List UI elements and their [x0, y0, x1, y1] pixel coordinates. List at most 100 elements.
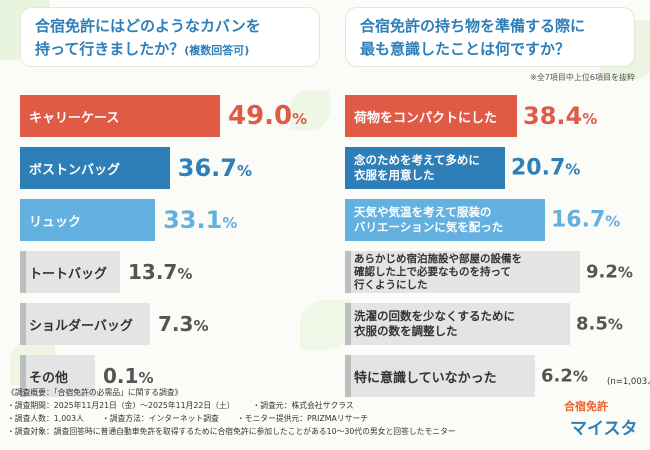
brand-logo: 合宿免許 マイスター: [560, 398, 645, 450]
bar-label-line: ショルダーバッグ: [29, 318, 133, 334]
bar-left-3: トートバッグ 13.7%: [20, 251, 192, 293]
bar-value: 6.2%: [541, 366, 588, 387]
bar-label-line: バリエーションに気を配った: [354, 220, 504, 234]
bar-value: 0.1%: [103, 364, 153, 388]
bar-label-line: 衣服の数を調整した: [354, 324, 458, 338]
overview-title: 《調査概要：「合宿免許の必需品」に関する調査》: [7, 388, 183, 397]
bar-label-line: 念のためを考えて多めに: [354, 153, 480, 167]
bar-right-0: 荷物をコンパクトにした 38.4%: [345, 95, 597, 137]
bar-value-number: 38.4: [523, 102, 583, 130]
decorative-leaf: [300, 300, 350, 350]
bar-label-line: 行くようにした: [354, 278, 428, 291]
bar-fill: [345, 355, 535, 397]
left-chart-panel: 合宿免許にはどのようなカバンを 持って行きましたか？(複数回答可) キャリーケー…: [20, 0, 320, 397]
bar-left-5: その他 0.1%: [20, 355, 153, 397]
right-question-line2: 最も意識したことは何ですか？: [360, 40, 571, 58]
bar-value: 7.3%: [158, 312, 208, 336]
bar-value-number: 13.7: [128, 260, 178, 284]
bar-right-4: 洗濯の回数を少なくするために 衣服の数を調整した 8.5%: [345, 303, 623, 345]
bar-value-unit: %: [582, 110, 598, 128]
bar-fill: [345, 199, 545, 241]
bar-label-line: キャリーケース: [29, 110, 120, 126]
bar-label-line: 天気や気温を考えて服装の: [354, 205, 492, 219]
bar-value: 38.4%: [523, 102, 597, 130]
bar-right-2: 天気や気温を考えて服装の バリエーションに気を配った 16.7%: [345, 199, 620, 241]
bar-value: 8.5%: [576, 314, 623, 335]
bar-value-number: 33.1: [163, 206, 223, 234]
bar-label-line: ボストンバッグ: [29, 162, 121, 178]
bar-value-unit: %: [292, 110, 308, 128]
bar-label-line: リュック: [29, 214, 82, 230]
bar-fill: [20, 251, 120, 293]
bar-value-number: 36.7: [177, 154, 237, 182]
overview-target: ・調査対象：調査回答時に普通自動車免許を取得するために合宿免許に参加したことがあ…: [7, 427, 456, 436]
bar-label-line: 荷物をコンパクトにした: [354, 110, 498, 126]
bar-left-1: ボストンバッグ 36.7%: [20, 147, 252, 189]
bar-value-unit: %: [138, 369, 154, 387]
bar-label-line: その他: [29, 370, 69, 386]
bar-right-1: 念のためを考えて多めに 衣服を用意した 20.7%: [345, 147, 580, 189]
bar-label: 洗濯の回数を少なくするために 衣服の数を調整した: [345, 309, 515, 339]
bar-label-line: 確認した上で必要なものを持って: [354, 265, 511, 278]
sample-size: (n=1,003人): [607, 377, 650, 387]
overview-count: ・調査人数：1,003人: [7, 414, 84, 423]
right-note: ※全7項目中上位6項目を抜粋: [530, 73, 635, 82]
bar-value-unit: %: [177, 265, 193, 283]
bar-label-line: 衣服を用意した: [354, 168, 435, 182]
bar-fill: [345, 147, 505, 189]
bar-value-number: 6.2: [541, 365, 573, 387]
bar-label: 荷物をコンパクトにした: [345, 107, 497, 126]
bar-label: その他: [20, 367, 68, 386]
bar-fill: [20, 199, 156, 241]
left-question-line2: 持って行きましたか？: [35, 40, 185, 58]
bar-label: キャリーケース: [20, 107, 119, 126]
bar-value-unit: %: [565, 160, 581, 179]
logo-top-text: 合宿免許: [564, 400, 608, 413]
bar-value-number: 20.7: [511, 155, 566, 181]
bar-value-unit: %: [572, 367, 588, 386]
bar-value-unit: %: [222, 214, 238, 232]
bar-fill: [20, 303, 150, 345]
bar-value-unit: %: [607, 315, 623, 334]
bar-label: リュック: [20, 211, 81, 230]
bar-label: あらかじめ宿泊施設や部屋の設備を 確認した上で必要なものを持って 行くようにした: [345, 253, 522, 292]
bar-value-unit: %: [193, 317, 209, 335]
overview-method: ・調査方法：インターネット調査: [101, 414, 219, 423]
bar-fill: [345, 251, 580, 293]
bar-left-2: リュック 33.1%: [20, 199, 237, 241]
bar-value-number: 9.2: [586, 261, 618, 283]
bar-fill: [345, 303, 570, 345]
bar-label: 天気や気温を考えて服装の バリエーションに気を配った: [345, 205, 503, 235]
bar-value-number: 49.0: [228, 101, 293, 131]
bar-label-line: 特に意識していなかった: [354, 370, 497, 386]
left-question-line1: 合宿免許にはどのようなカバンを: [35, 17, 261, 35]
survey-overview: 《調査概要：「合宿免許の必需品」に関する調査》 ・調査期間：2025年11月21…: [7, 386, 552, 438]
bar-value: 9.2%: [586, 262, 633, 283]
logo-main-text: マイスター: [570, 419, 638, 450]
bar-right-5: 特に意識していなかった 6.2%: [345, 355, 588, 397]
bar-value: 33.1%: [163, 206, 237, 234]
left-question-note: (複数回答可): [184, 44, 250, 57]
right-question-line1: 合宿免許の持ち物を準備する際に: [360, 17, 586, 35]
bar-fill: [20, 95, 220, 137]
bar-value: 16.7%: [551, 208, 620, 233]
bar-label: トートバッグ: [20, 263, 107, 282]
bar-label-line: あらかじめ宿泊施設や部屋の設備を: [354, 252, 522, 265]
bar-right-3: あらかじめ宿泊施設や部屋の設備を 確認した上で必要なものを持って 行くようにした 9.…: [345, 251, 633, 293]
bar-value-unit: %: [605, 212, 621, 231]
bar-label: 念のためを考えて多めに 衣服を用意した: [345, 153, 480, 183]
bar-label: ショルダーバッグ: [20, 315, 133, 334]
bar-fill: [20, 147, 170, 189]
bar-value: 49.0%: [228, 101, 307, 131]
left-question-box: 合宿免許にはどのようなカバンを 持って行きましたか？(複数回答可): [20, 7, 320, 67]
overview-period: ・調査期間：2025年11月21日（金）～2025年11月22日（土）: [7, 401, 235, 410]
bar-value-number: 8.5: [576, 313, 608, 335]
bar-label: ボストンバッグ: [20, 159, 120, 178]
right-question-box: 合宿免許の持ち物を準備する際に 最も意識したことは何ですか？: [345, 7, 635, 67]
bar-value-unit: %: [617, 263, 633, 282]
bar-value-number: 7.3: [158, 312, 194, 336]
bar-label: 特に意識していなかった: [345, 367, 497, 386]
bar-value-unit: %: [237, 162, 253, 180]
bar-label-line: 洗濯の回数を少なくするために: [354, 309, 515, 323]
bar-left-4: ショルダーバッグ 7.3%: [20, 303, 208, 345]
